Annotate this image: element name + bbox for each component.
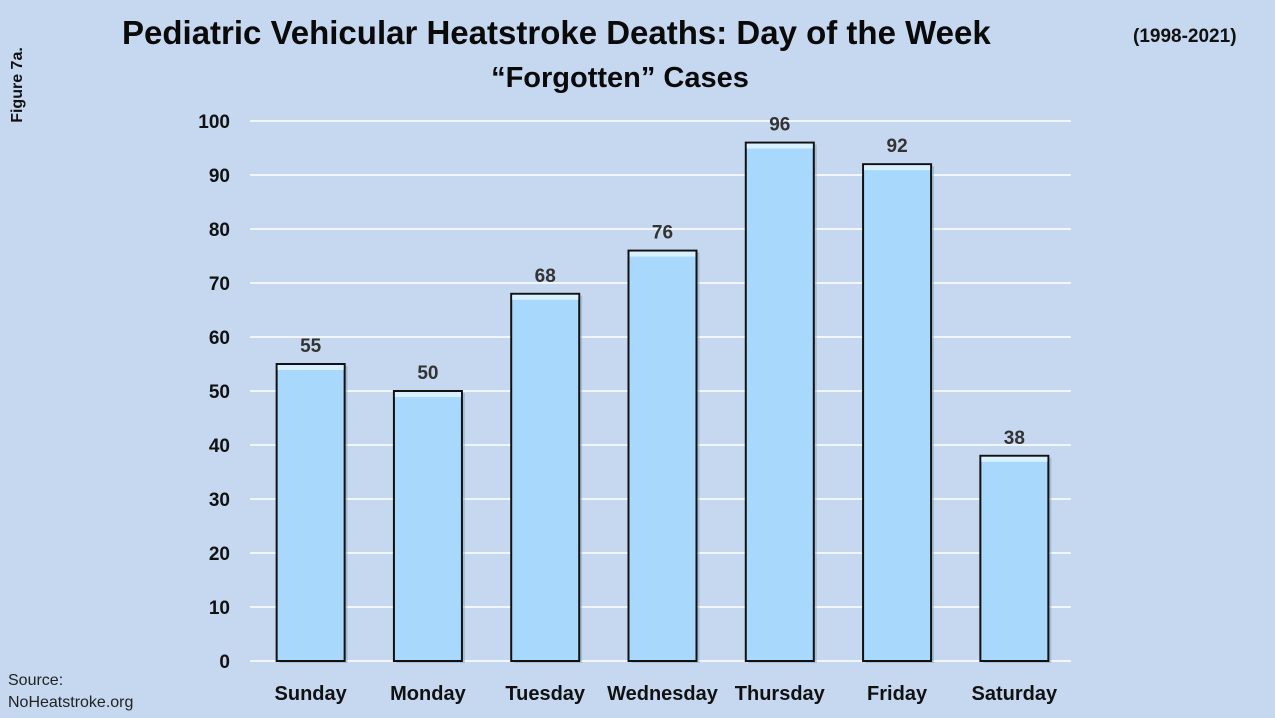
- bar: [862, 163, 933, 662]
- x-category-label: Friday: [867, 683, 928, 705]
- y-tick-label: 10: [209, 598, 230, 619]
- x-category-label: Monday: [390, 683, 466, 705]
- bar-top-highlight: [512, 294, 579, 300]
- y-tick-label: 80: [209, 220, 230, 241]
- y-tick-label: 40: [209, 436, 230, 457]
- bar: [392, 390, 463, 662]
- x-category-label: Saturday: [972, 683, 1058, 705]
- source-note: Source: NoHeatstroke.org: [8, 670, 133, 714]
- y-tick-label: 0: [219, 652, 230, 673]
- bar: [979, 454, 1050, 662]
- data-label: 96: [769, 115, 790, 136]
- y-tick-label: 90: [209, 166, 230, 187]
- bar-top-highlight: [864, 165, 931, 171]
- chart-subtitle: “Forgotten” Cases: [491, 62, 749, 94]
- bar-top-highlight: [277, 365, 344, 370]
- data-label: 38: [1004, 428, 1025, 449]
- x-axis-categories: Sunday Monday Tuesday Wednesday Thursday Frid…: [275, 683, 1059, 705]
- x-category-label: Tuesday: [505, 683, 586, 705]
- bar-top-highlight: [394, 392, 461, 397]
- data-label: 50: [417, 363, 438, 384]
- x-category-label: Wednesday: [607, 683, 719, 705]
- y-tick-label: 70: [209, 274, 230, 295]
- source-label: Source:: [8, 672, 64, 689]
- chart-title: Pediatric Vehicular Heatstroke Deaths: D…: [122, 14, 991, 51]
- y-tick-label: 100: [198, 112, 230, 133]
- y-axis-ticks: 0 10 20 30 40 50 60 70 80 90 100: [198, 112, 230, 673]
- x-category-label: Sunday: [275, 683, 348, 705]
- bar: [275, 363, 346, 662]
- y-tick-label: 50: [209, 382, 230, 403]
- bars: [275, 141, 1052, 664]
- x-category-label: Thursday: [735, 683, 826, 705]
- y-tick-label: 60: [209, 328, 230, 349]
- data-label: 92: [887, 136, 908, 157]
- y-tick-label: 30: [209, 490, 230, 511]
- bar-top-highlight: [981, 456, 1048, 462]
- bar-top-highlight: [629, 251, 696, 257]
- data-label: 68: [535, 266, 556, 287]
- y-tick-label: 20: [209, 544, 230, 565]
- data-label: 55: [300, 336, 322, 357]
- data-labels: 55 50 68 76 96 92 38: [300, 115, 1025, 449]
- source-url: NoHeatstroke.org: [8, 694, 134, 711]
- bar: [744, 141, 815, 663]
- bar: [510, 292, 581, 662]
- bar: [627, 249, 698, 662]
- chart-period: (1998-2021): [1133, 26, 1237, 47]
- data-label: 76: [652, 223, 673, 244]
- bar-top-highlight: [746, 143, 813, 149]
